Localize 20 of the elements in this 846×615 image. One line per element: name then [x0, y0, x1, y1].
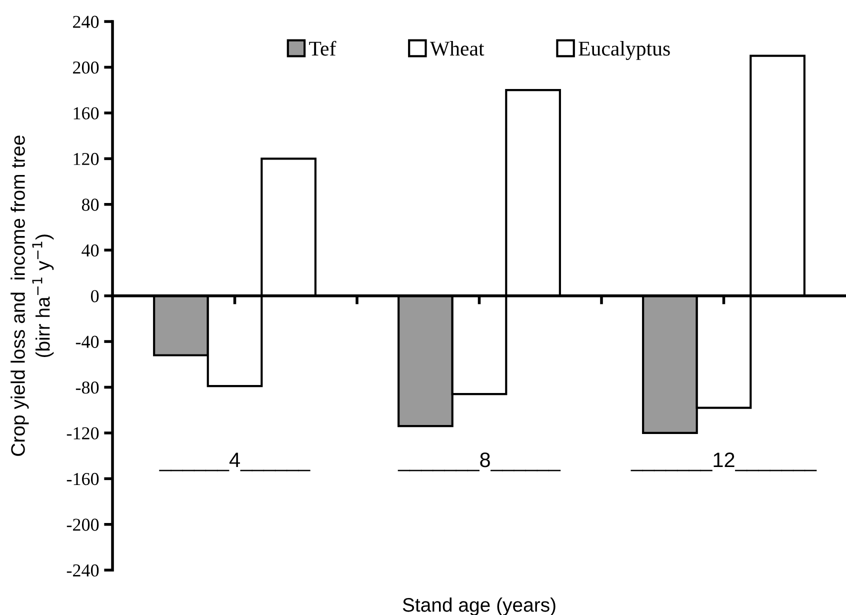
legend-label: Eucalyptus	[578, 41, 670, 60]
y-tick-label: 240	[73, 16, 99, 28]
y-tick-label: -200	[66, 518, 99, 531]
y-tick-label: -40	[76, 336, 99, 348]
y-tick-label: 160	[74, 107, 99, 120]
y-tick-label: 120	[74, 152, 99, 166]
x-tick-label: _______8______	[398, 452, 561, 472]
y-tick-label: -160	[66, 472, 99, 486]
y-tick-label: -240	[66, 564, 99, 577]
x-tick-label: ______4______	[159, 452, 310, 472]
y-tick-label: 40	[82, 244, 99, 257]
y-tick-label: -80	[76, 382, 99, 394]
y-tick-label: 0	[90, 290, 99, 302]
y-axis-title: Crop yield loss and income from tree (birr ha$^{−1}$ y$^{−1}$)	[10, 136, 54, 456]
legend-label: Tef	[309, 40, 336, 56]
y-tick-label: -120	[66, 427, 99, 440]
y-tick-label: 200	[73, 61, 99, 74]
legend-label: Wheat	[430, 41, 484, 56]
x-tick-label: _______12_______	[630, 452, 817, 472]
y-tick-label: 80	[82, 198, 99, 211]
